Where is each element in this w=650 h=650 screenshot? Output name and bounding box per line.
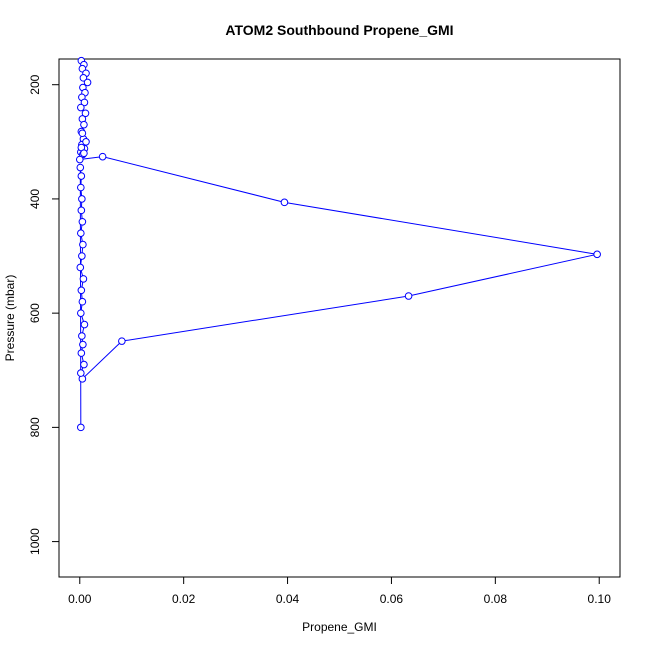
data-point xyxy=(79,340,87,349)
chart-title: ATOM2 Southbound Propene_GMI xyxy=(225,22,453,38)
data-point xyxy=(118,337,126,345)
data-point xyxy=(79,240,87,249)
data-point xyxy=(76,263,85,272)
x-axis: 0.00 0.02 0.04 0.06 0.08 0.10 xyxy=(68,576,612,606)
y-tick-label: 600 xyxy=(28,303,42,323)
series-layer xyxy=(75,56,601,432)
plot-frame xyxy=(58,58,621,578)
data-point xyxy=(79,275,88,283)
y-tick-label: 400 xyxy=(28,189,42,209)
x-tick-label: 0.02 xyxy=(172,592,196,606)
x-tick-label: 0.10 xyxy=(588,592,612,606)
data-point xyxy=(80,320,89,329)
data-point xyxy=(77,103,85,112)
y-tick-label: 200 xyxy=(28,74,42,94)
data-point xyxy=(404,292,413,300)
x-tick-label: 0.08 xyxy=(484,592,508,606)
data-point xyxy=(78,252,86,260)
data-point xyxy=(77,423,85,432)
data-point xyxy=(77,286,86,295)
data-point xyxy=(75,155,84,164)
data-point xyxy=(80,120,88,129)
y-axis-label: Pressure (mbar) xyxy=(3,275,17,362)
y-axis: 200 400 600 800 1000 xyxy=(28,74,60,555)
data-point xyxy=(77,206,86,215)
data-point xyxy=(77,172,86,180)
series-line xyxy=(78,60,598,428)
data-point xyxy=(82,138,90,146)
data-point xyxy=(78,129,87,138)
data-point xyxy=(78,217,87,226)
data-point xyxy=(78,297,87,306)
data-point xyxy=(77,229,85,237)
data-point xyxy=(280,198,289,207)
x-tick-label: 0.06 xyxy=(380,592,404,606)
x-tick-label: 0.04 xyxy=(276,592,300,606)
data-point xyxy=(81,109,90,118)
data-point xyxy=(79,74,88,82)
x-tick-label: 0.00 xyxy=(68,592,92,606)
data-point xyxy=(77,349,86,357)
data-point xyxy=(80,98,89,107)
data-point xyxy=(80,149,88,158)
data-point xyxy=(98,152,107,161)
data-point xyxy=(77,183,85,192)
data-point xyxy=(80,360,88,369)
data-point xyxy=(76,163,85,172)
x-axis-label: Propene_GMI xyxy=(302,620,377,634)
data-point xyxy=(593,250,601,259)
data-point xyxy=(77,369,85,377)
y-tick-label: 800 xyxy=(28,417,42,437)
y-tick-label: 1000 xyxy=(28,528,42,555)
data-point xyxy=(77,309,85,317)
data-point xyxy=(78,195,86,203)
data-point xyxy=(83,78,92,87)
data-point xyxy=(78,332,86,340)
